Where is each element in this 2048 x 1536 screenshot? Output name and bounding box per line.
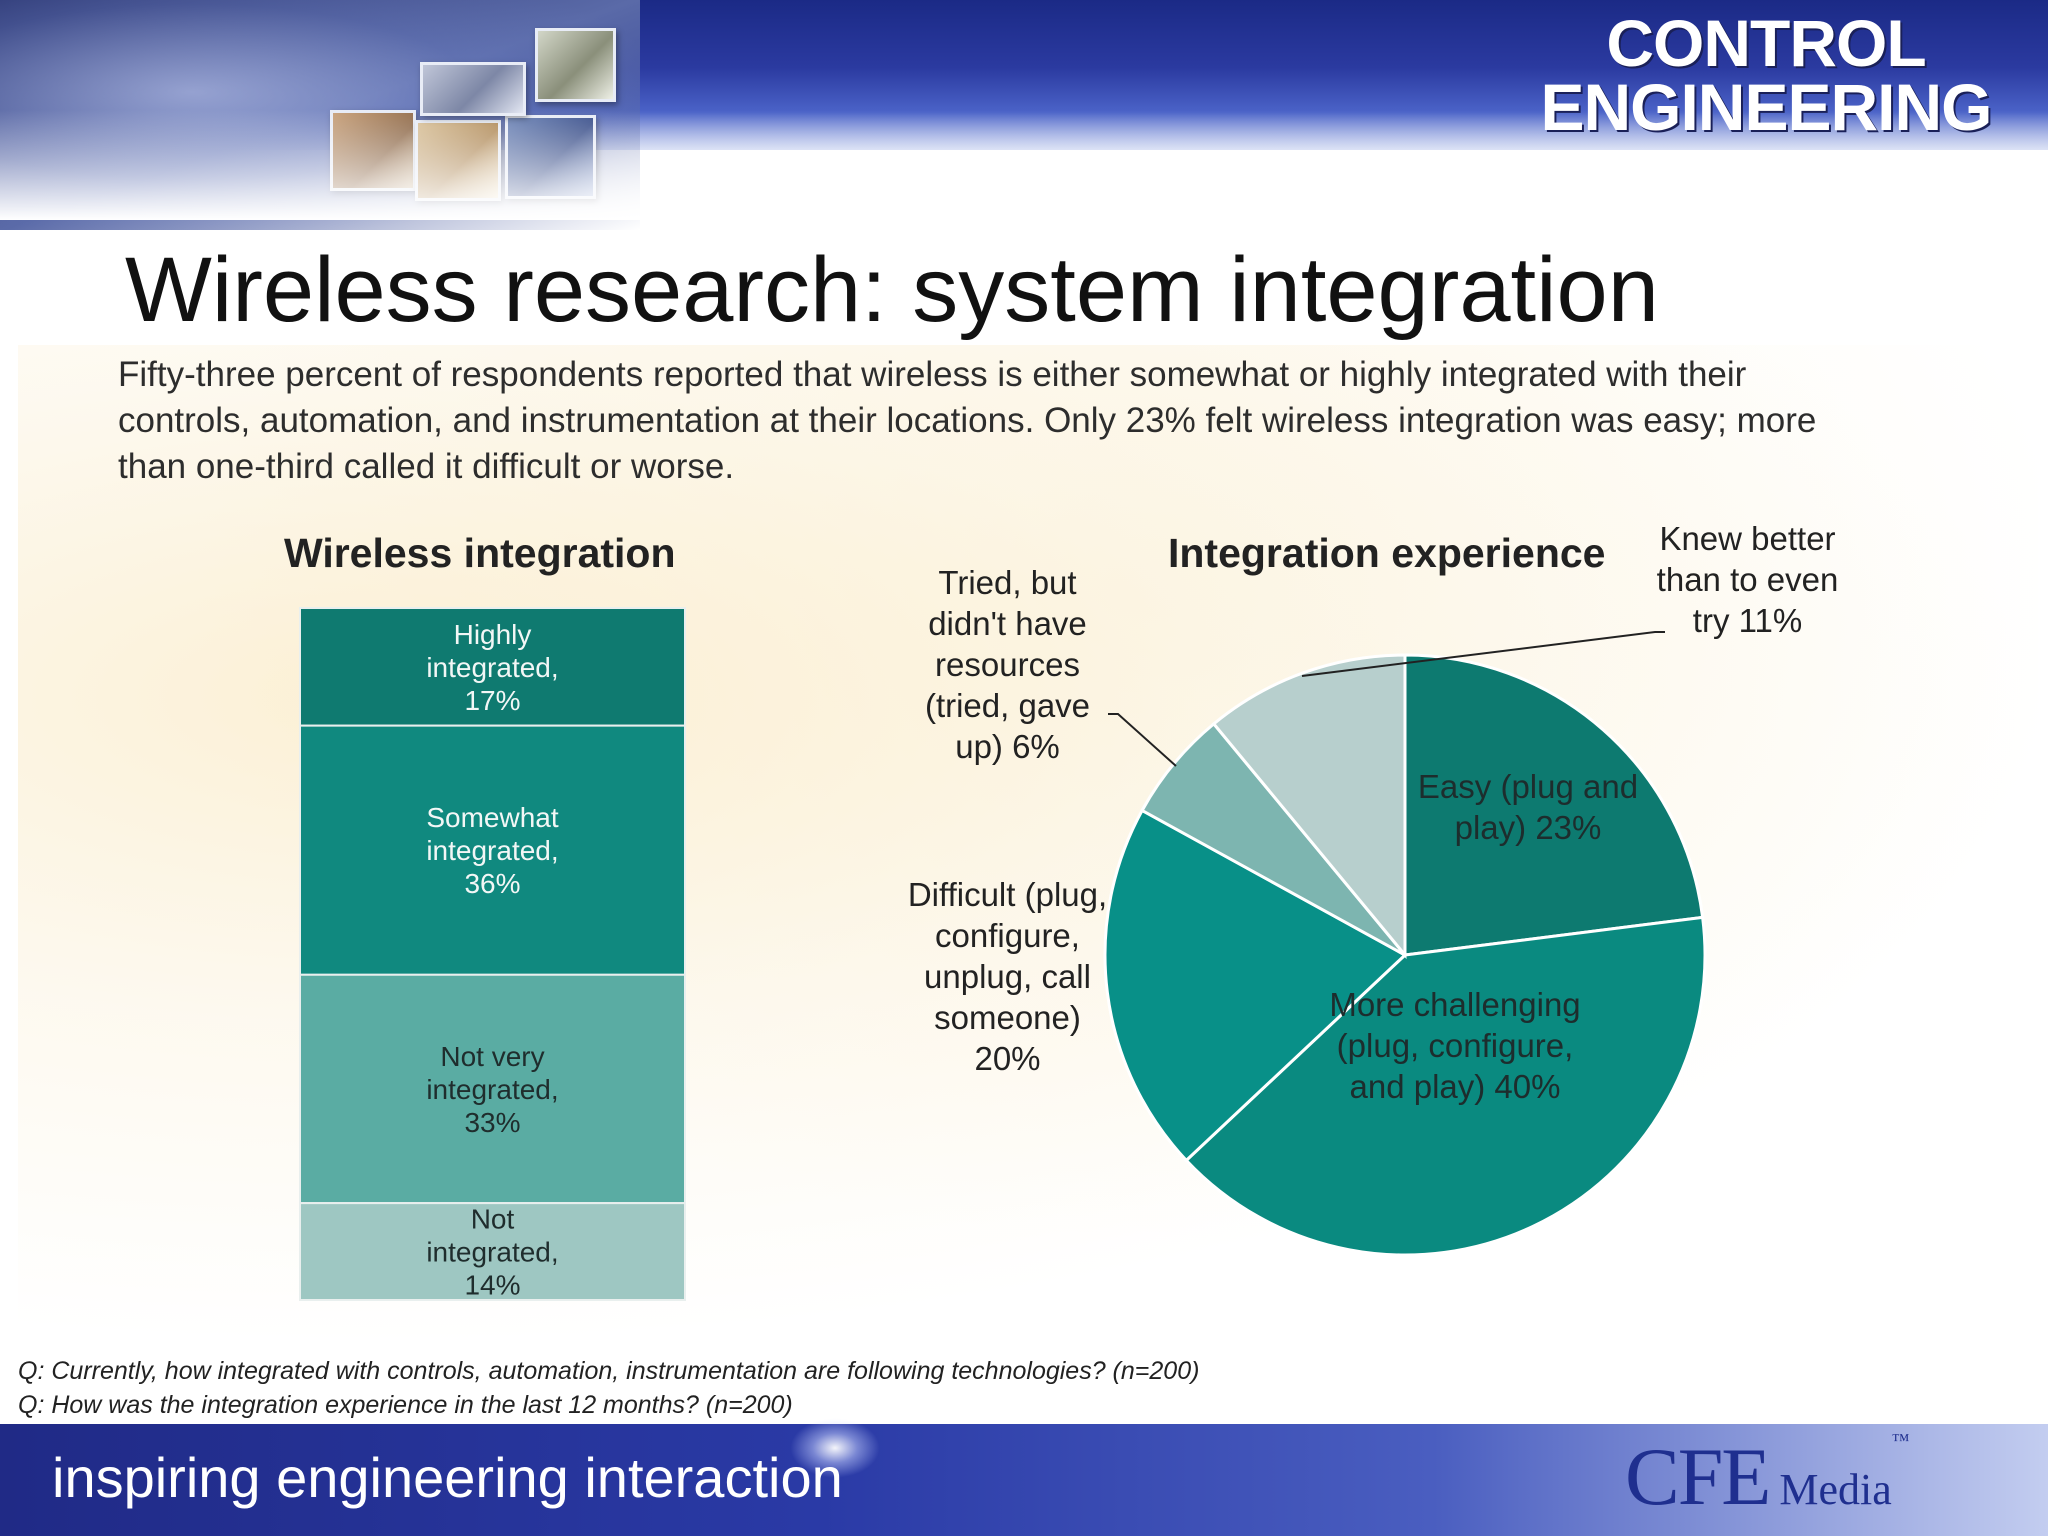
bar-label-0-line-0: Highly — [454, 619, 532, 650]
pie-label-knew: Knew better than to even try 11% — [1650, 518, 1845, 641]
bar-label-1-line-1: integrated, — [426, 835, 558, 866]
intro-paragraph: Fifty-three percent of respondents repor… — [118, 355, 1817, 486]
header-photo-4 — [420, 62, 526, 116]
pie-label-more-text: More challenging (plug, configure, and p… — [1329, 986, 1581, 1105]
pie-chart-title: Integration experience — [1168, 530, 1606, 576]
cfe-logo-main: CFE — [1625, 1431, 1771, 1522]
pie-label-difficult: Difficult (plug, configure, unplug, call… — [905, 874, 1110, 1079]
bar-label-3-line-0: Not — [471, 1204, 515, 1235]
pie-label-knew-text: Knew better than to even try 11% — [1656, 520, 1839, 639]
pie-label-more: More challenging (plug, configure, and p… — [1320, 984, 1590, 1107]
bar-chart-title: Wireless integration — [284, 530, 676, 576]
bar-segment-3 — [299, 1202, 686, 1301]
pie-label-tried-text: Tried, but didn't have resources (tried,… — [924, 564, 1091, 765]
pie-label-difficult-text: Difficult (plug, configure, unplug, call… — [907, 876, 1108, 1077]
pie-slice-2 — [1103, 808, 1408, 1163]
bar-label-1-line-2: 36% — [464, 868, 520, 899]
bar-label-0-line-2: 17% — [464, 685, 520, 716]
footer-band — [0, 1424, 2048, 1536]
bar-label-2-line-0: Not very — [440, 1041, 544, 1072]
pie-label-tried: Tried, but didn't have resources (tried,… — [905, 562, 1110, 767]
header-photo-5 — [535, 28, 616, 102]
footnote-question-1: Q: Currently, how integrated with contro… — [18, 1357, 1200, 1385]
bar-label-2-line-2: 33% — [464, 1107, 520, 1138]
bar-label-1-line-0: Somewhat — [426, 802, 559, 833]
cfe-logo-tm: ™ — [1891, 1430, 1910, 1450]
bar-label-3-line-1: integrated, — [426, 1237, 558, 1268]
footnote-question-2: Q: How was the integration experience in… — [18, 1391, 793, 1419]
integration-experience-pie — [1103, 653, 1707, 1257]
brand-logo-line2: ENGINEERING — [1540, 70, 1992, 144]
wireless-integration-stacked-bar: Highlyintegrated,17%Somewhatintegrated,3… — [299, 607, 686, 1301]
brand-logo-line1: CONTROL — [1606, 6, 1926, 80]
page-title: Wireless research: system integration — [125, 239, 1659, 341]
bar-label-0-line-1: integrated, — [426, 652, 558, 683]
bar-label-3-line-2: 14% — [464, 1270, 520, 1301]
pie-slice-1 — [1184, 915, 1707, 1257]
pie-label-easy: Easy (plug and play) 23% — [1408, 766, 1648, 848]
cfe-logo-sub: Media — [1779, 1465, 1892, 1514]
bar-segment-1 — [299, 724, 686, 976]
pie-label-easy-text: Easy (plug and play) 23% — [1417, 768, 1639, 846]
header-fade — [0, 110, 2048, 220]
cfe-media-logo: CFE Media ™ — [1625, 1430, 2025, 1530]
footer-sparkle — [790, 1418, 880, 1478]
bar-label-2-line-1: integrated, — [426, 1074, 558, 1105]
control-engineering-logo: CONTROL ENGINEERING — [1536, 10, 1996, 145]
bar-segment-0 — [299, 607, 686, 727]
footer-tagline: inspiring engineering interaction — [52, 1446, 843, 1509]
